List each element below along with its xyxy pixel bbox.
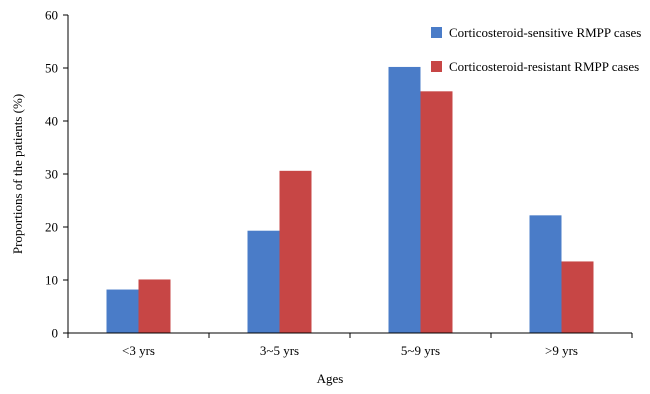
bar-resistant xyxy=(138,279,171,333)
legend-label-sensitive: Corticosteroid-sensitive RMPP cases xyxy=(449,25,641,40)
y-axis-title: Proportions of the patients (%) xyxy=(10,94,25,254)
bar-resistant xyxy=(279,170,312,333)
x-category-label: 5~9 yrs xyxy=(401,343,440,358)
y-tick-label: 50 xyxy=(45,61,58,76)
legend: Corticosteroid-sensitive RMPP cases Cort… xyxy=(431,25,641,74)
x-axis-title: Ages xyxy=(317,371,344,386)
y-tick-label: 0 xyxy=(52,326,59,341)
y-tick-label: 30 xyxy=(45,167,58,182)
bar-sensitive xyxy=(388,66,421,333)
y-tick-label: 10 xyxy=(45,273,58,288)
y-tick-label: 20 xyxy=(45,220,58,235)
y-ticks: 0 10 20 30 40 50 60 xyxy=(45,8,68,341)
y-tick-label: 40 xyxy=(45,114,58,129)
bar-sensitive xyxy=(247,230,280,333)
x-category-label: <3 yrs xyxy=(122,343,155,358)
x-category-label: >9 yrs xyxy=(545,343,578,358)
bar-resistant xyxy=(420,91,453,333)
legend-swatch-sensitive xyxy=(431,27,442,38)
x-ticks: <3 yrs 3~5 yrs 5~9 yrs >9 yrs xyxy=(67,333,633,358)
bar-sensitive xyxy=(529,215,562,333)
bars-layer xyxy=(106,66,594,333)
bar-resistant xyxy=(561,261,594,333)
legend-label-resistant: Corticosteroid-resistant RMPP cases xyxy=(449,59,639,74)
bar-sensitive xyxy=(106,289,139,333)
x-category-label: 3~5 yrs xyxy=(260,343,299,358)
legend-swatch-resistant xyxy=(431,61,442,72)
y-tick-label: 60 xyxy=(45,8,58,23)
